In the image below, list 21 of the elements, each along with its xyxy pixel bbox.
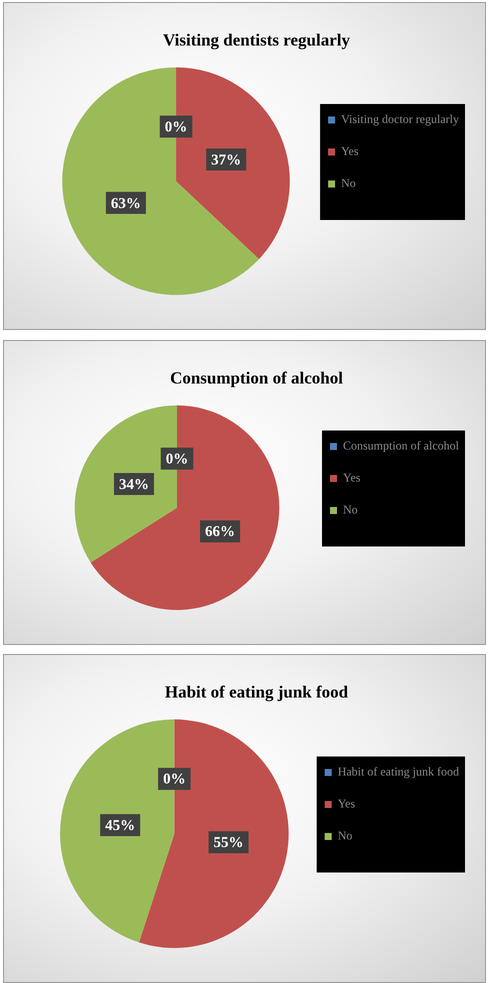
legend-label: Visiting doctor regularly [341,112,459,126]
data-label: 37% [211,152,242,168]
data-label: 66% [205,524,236,540]
data-label: 55% [214,835,244,852]
legend-label: No [341,176,356,190]
legend-label: No [343,502,358,517]
chart-title: Visiting dentists regularly [162,30,350,50]
legend-label: Habit of eating junk food [338,764,460,779]
chart-title: Consumption of alcohol [170,368,344,388]
legend-label: Yes [343,470,361,485]
data-label: 45% [105,818,136,834]
text: 0% [164,119,188,136]
chart-title: Habit of eating junk food [164,682,349,702]
data-label: 34% [118,476,149,493]
legend-label: Yes [341,144,359,158]
data-label: 63% [110,196,141,212]
text: 0% [163,772,186,788]
legend-label: No [338,828,352,843]
text: 0% [166,451,188,468]
legend-label: Yes [338,796,356,811]
legend-label: Consumption of alcohol [343,438,460,453]
